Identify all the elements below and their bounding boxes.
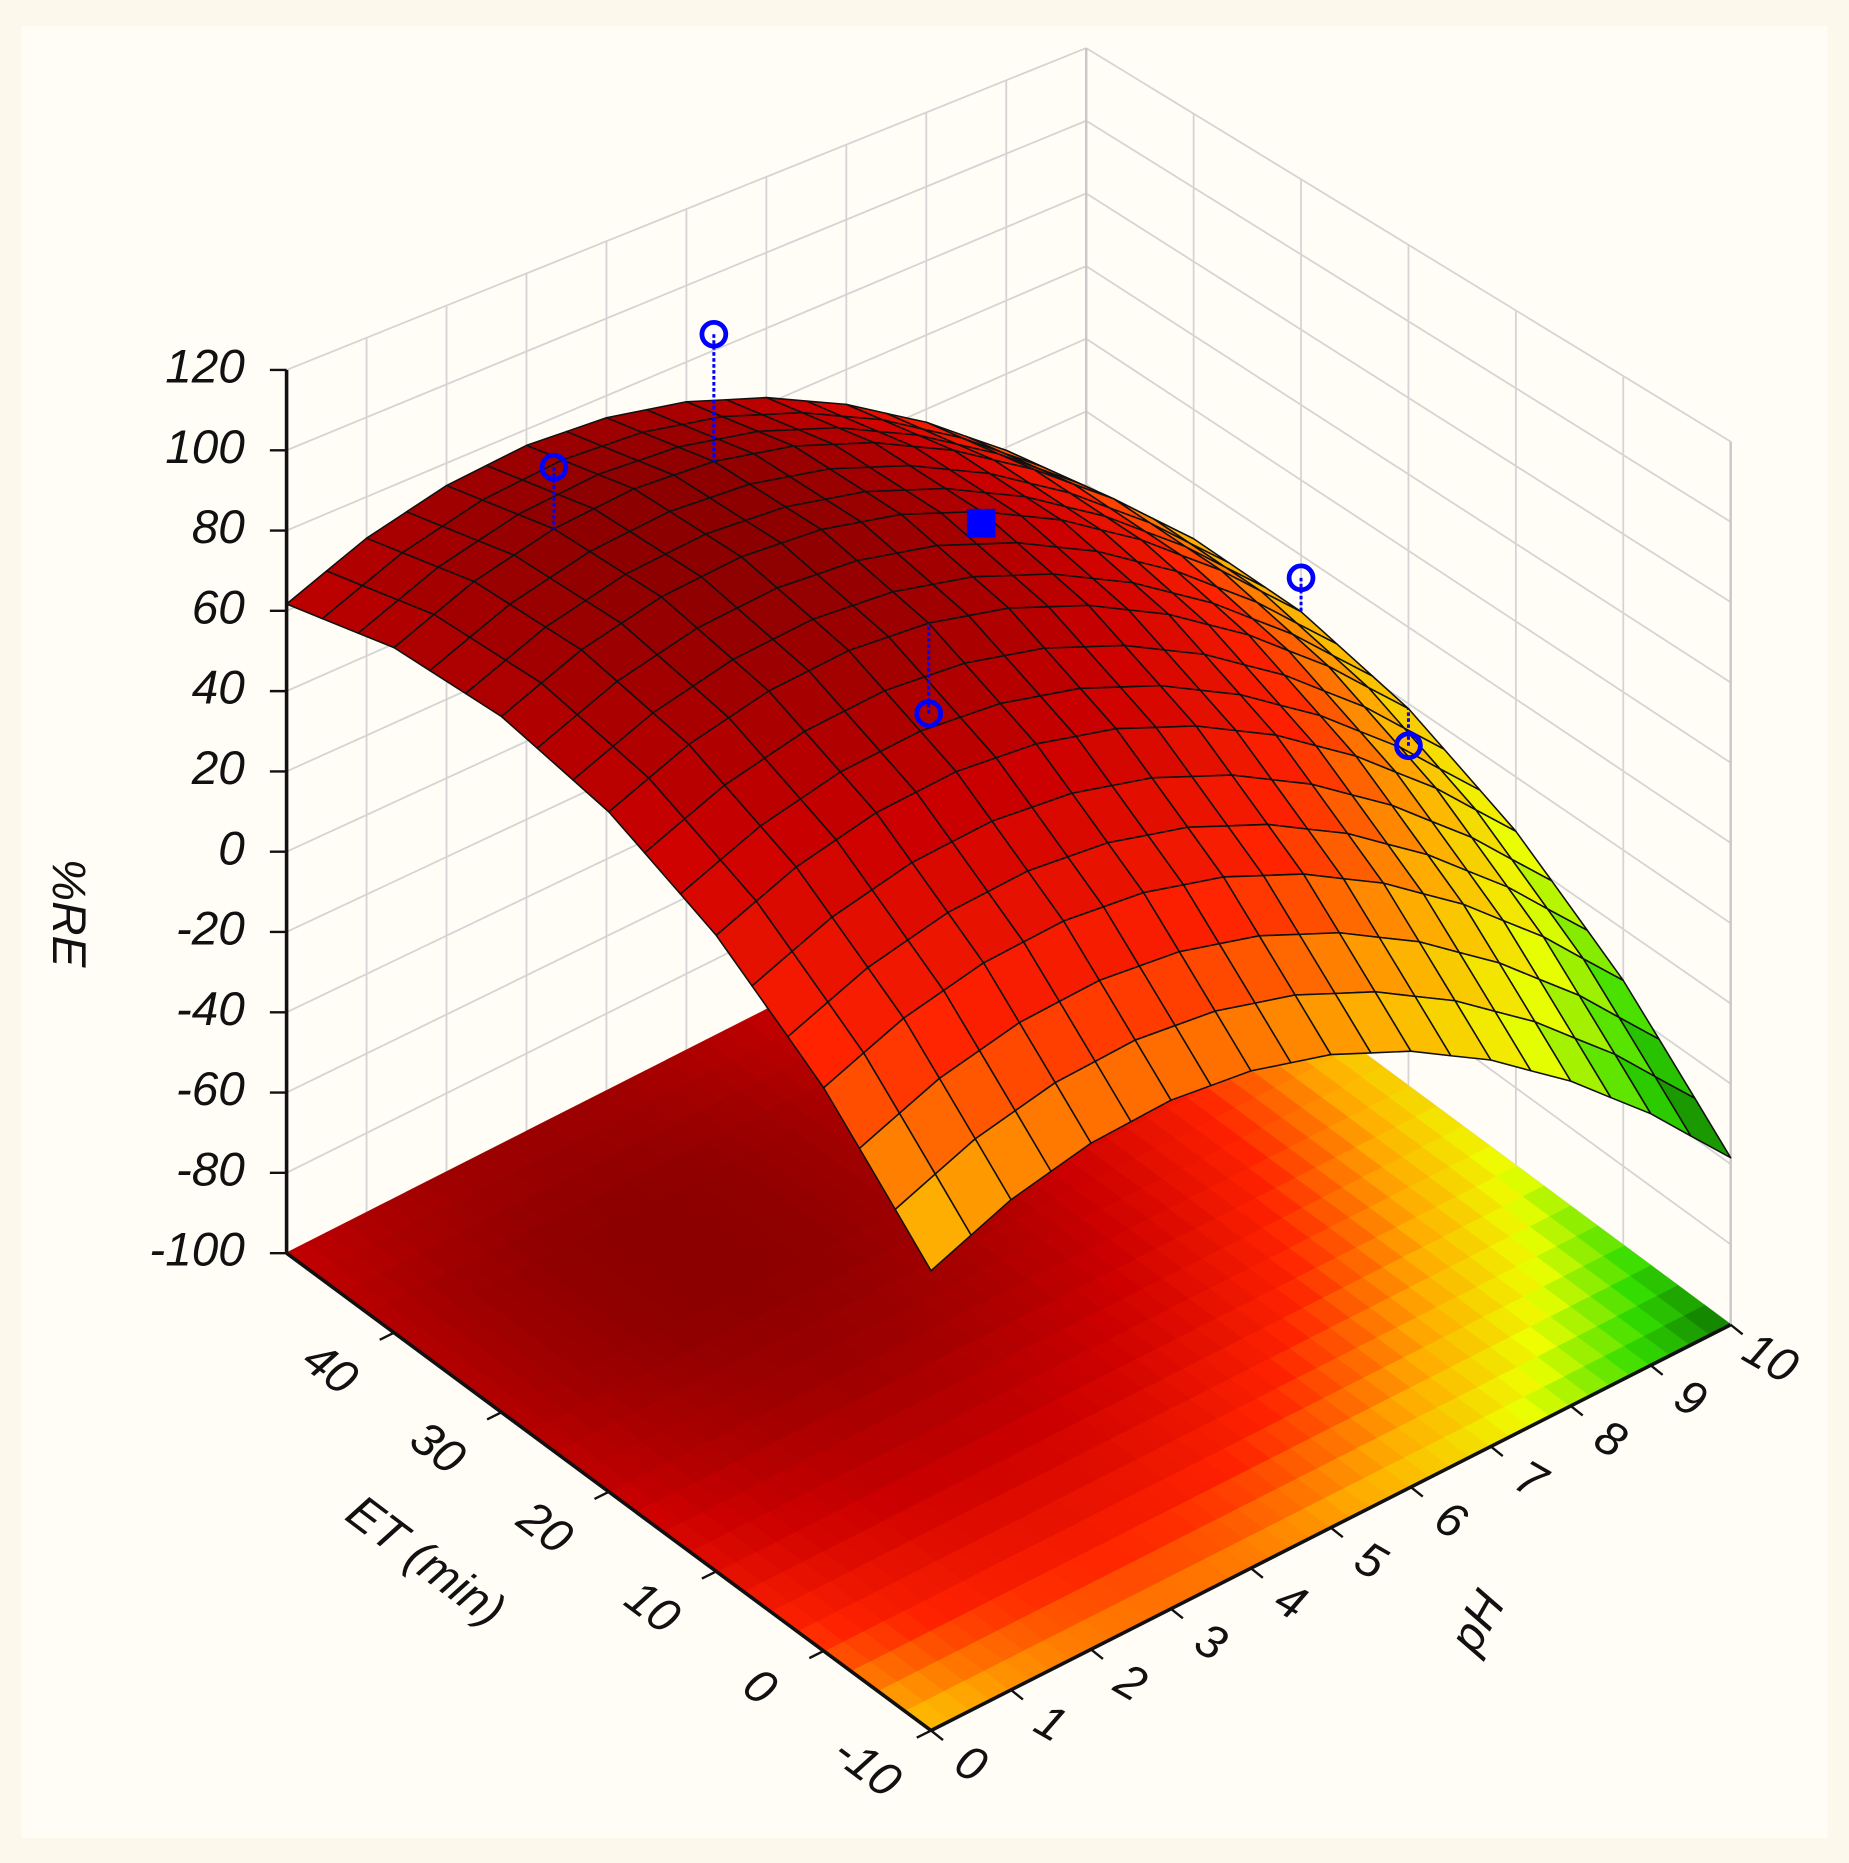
point-marker xyxy=(1394,731,1423,761)
grid-line xyxy=(286,47,1087,371)
y-tick xyxy=(593,1490,610,1501)
grid-line xyxy=(1085,192,1732,603)
x-tick xyxy=(1410,1486,1424,1498)
grid-line xyxy=(1085,337,1732,764)
z-tick-label: -40 xyxy=(176,983,245,1036)
point-marker xyxy=(914,699,943,728)
z-tick-label: -100 xyxy=(149,1224,245,1277)
point-marker xyxy=(966,508,996,538)
y-tick xyxy=(808,1649,825,1660)
x-tick xyxy=(1729,1323,1744,1336)
grid-line xyxy=(1085,265,1732,684)
z-tick-label: 0 xyxy=(218,822,245,875)
y-tick xyxy=(916,1729,932,1739)
surface-cell xyxy=(894,1173,972,1272)
x-tick xyxy=(1490,1445,1504,1457)
z-tick-label: 100 xyxy=(165,421,245,474)
z-tick-label: 80 xyxy=(192,501,246,554)
x-tick xyxy=(1010,1689,1024,1701)
point-marker xyxy=(699,319,729,349)
x-tick xyxy=(930,1729,944,1742)
x-tick xyxy=(1170,1607,1184,1620)
z-tick-label: -80 xyxy=(176,1143,245,1196)
point-marker xyxy=(539,452,569,482)
z-tick-label: 60 xyxy=(192,581,246,634)
point-marker xyxy=(1286,563,1316,593)
z-axis-title: %RE xyxy=(42,859,95,969)
z-tick-label: 40 xyxy=(192,662,246,715)
x-tick xyxy=(1250,1567,1264,1579)
x-tick xyxy=(1090,1648,1104,1660)
grid-line xyxy=(286,119,1087,452)
x-tick xyxy=(1570,1404,1584,1417)
surface xyxy=(285,396,1732,1272)
x-tick xyxy=(1330,1526,1344,1539)
grid-line xyxy=(1085,119,1732,523)
points xyxy=(539,319,1423,761)
y-tick xyxy=(486,1411,502,1421)
z-tick-label: -20 xyxy=(176,903,245,956)
y-tick xyxy=(701,1570,717,1580)
z-tick-label: -60 xyxy=(176,1063,245,1116)
x-tick xyxy=(1649,1364,1664,1376)
z-tick-label: 120 xyxy=(165,341,245,394)
z-tick-label: 20 xyxy=(191,742,246,795)
grid-line xyxy=(1085,410,1732,844)
y-tick xyxy=(379,1331,395,1341)
grid-line xyxy=(1085,47,1732,443)
grid-line xyxy=(286,192,1087,532)
